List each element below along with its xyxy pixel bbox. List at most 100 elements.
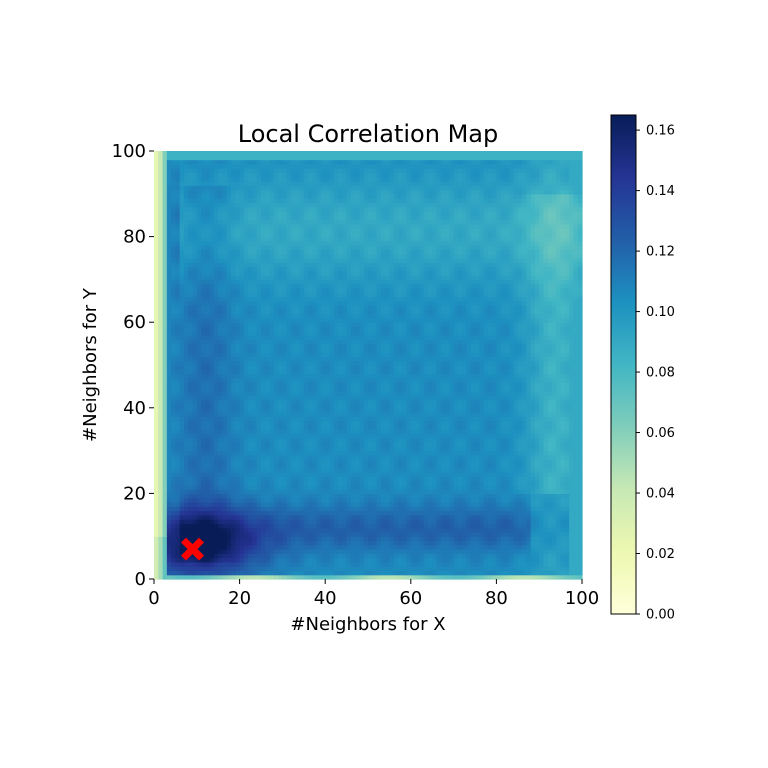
heatmap-cell xyxy=(333,472,339,477)
heatmap-cell xyxy=(432,536,438,542)
heatmap-cell xyxy=(171,437,176,443)
heatmap-cell xyxy=(573,510,579,516)
heatmap-cell xyxy=(235,519,241,524)
heatmap-cell xyxy=(415,420,420,426)
heatmap-cell xyxy=(577,437,583,443)
heatmap-cell xyxy=(320,489,326,494)
heatmap-cell xyxy=(504,394,510,400)
heatmap-cell xyxy=(222,446,228,452)
heatmap-cell xyxy=(479,540,485,546)
heatmap-cell xyxy=(500,493,506,499)
heatmap-cell xyxy=(205,497,211,503)
heatmap-cell xyxy=(355,459,361,465)
heatmap-cell xyxy=(355,519,361,524)
heatmap-cell xyxy=(573,382,579,387)
heatmap-cell xyxy=(261,377,266,383)
heatmap-cell xyxy=(158,544,164,550)
heatmap-cell xyxy=(239,399,245,405)
heatmap-cell xyxy=(213,540,219,546)
heatmap-cell xyxy=(569,519,575,524)
heatmap-cell xyxy=(290,523,296,529)
heatmap-cell xyxy=(286,519,292,524)
heatmap-cell xyxy=(154,429,159,435)
heatmap-cell xyxy=(175,382,181,387)
heatmap-cell xyxy=(166,519,172,524)
heatmap-cell xyxy=(389,394,395,400)
heatmap-cell xyxy=(201,570,206,576)
heatmap-cell xyxy=(308,506,313,512)
heatmap-cell xyxy=(436,574,442,580)
heatmap-cell xyxy=(534,531,540,537)
heatmap-cell xyxy=(269,463,275,469)
heatmap-cell xyxy=(406,544,412,550)
heatmap-cell xyxy=(359,514,365,520)
heatmap-cell xyxy=(320,433,326,439)
heatmap-cell xyxy=(154,566,159,572)
heatmap-cell xyxy=(423,472,429,477)
heatmap-cell xyxy=(196,369,202,375)
heatmap-cell xyxy=(363,510,369,516)
heatmap-cell xyxy=(462,544,468,550)
heatmap-cell xyxy=(406,467,412,473)
heatmap-cell xyxy=(295,416,301,422)
heatmap-cell xyxy=(273,540,279,546)
heatmap-cell xyxy=(500,454,506,460)
heatmap-cell xyxy=(196,574,202,580)
heatmap-cell xyxy=(286,497,292,503)
heatmap-cell xyxy=(201,467,206,473)
heatmap-cell xyxy=(526,531,532,537)
heatmap-cell xyxy=(423,412,429,417)
heatmap-cell xyxy=(457,429,463,435)
heatmap-cell xyxy=(299,476,305,482)
heatmap-cell xyxy=(338,386,343,392)
heatmap-cell xyxy=(235,540,241,546)
heatmap-cell xyxy=(286,523,292,529)
heatmap-cell xyxy=(419,506,425,512)
heatmap-cell xyxy=(226,540,232,546)
heatmap-cell xyxy=(475,459,480,465)
heatmap-cell xyxy=(483,442,489,447)
heatmap-cell xyxy=(500,407,506,413)
heatmap-cell xyxy=(513,450,519,456)
heatmap-cell xyxy=(188,416,194,422)
heatmap-cell xyxy=(573,472,579,477)
heatmap-cell xyxy=(547,424,553,430)
heatmap-cell xyxy=(466,386,472,392)
heatmap-cell xyxy=(380,536,386,542)
heatmap-cell xyxy=(547,531,553,537)
heatmap-cell xyxy=(500,459,506,465)
heatmap-cell xyxy=(183,561,189,567)
heatmap-cell xyxy=(376,403,382,409)
heatmap-cell xyxy=(393,506,399,512)
heatmap-cell xyxy=(265,484,271,490)
heatmap-cell xyxy=(342,394,348,400)
heatmap-cell xyxy=(406,433,412,439)
heatmap-cell xyxy=(368,446,373,452)
heatmap-cell xyxy=(569,429,575,435)
heatmap-cell xyxy=(183,365,189,370)
heatmap-cell xyxy=(303,386,309,392)
heatmap-cell xyxy=(265,570,271,576)
heatmap-cell xyxy=(350,394,356,400)
heatmap-cell xyxy=(342,519,348,524)
heatmap-cell xyxy=(179,459,185,465)
heatmap-cell xyxy=(577,527,583,533)
heatmap-cell xyxy=(504,489,510,494)
heatmap-cell xyxy=(393,382,399,387)
heatmap-cell xyxy=(389,501,395,507)
heatmap-cell xyxy=(269,394,275,400)
heatmap-cell xyxy=(530,493,536,499)
heatmap-cell xyxy=(466,519,472,524)
heatmap-cell xyxy=(372,472,378,477)
heatmap-cell xyxy=(453,531,459,537)
heatmap-cell xyxy=(547,412,553,417)
heatmap-cell xyxy=(500,433,506,439)
heatmap-cell xyxy=(577,429,583,435)
heatmap-cell xyxy=(577,412,583,417)
heatmap-cell xyxy=(209,489,215,494)
heatmap-cell xyxy=(196,561,202,567)
heatmap-cell xyxy=(539,519,545,524)
heatmap-cell xyxy=(389,493,395,499)
heatmap-cell xyxy=(513,514,519,520)
heatmap-cell xyxy=(530,394,536,400)
